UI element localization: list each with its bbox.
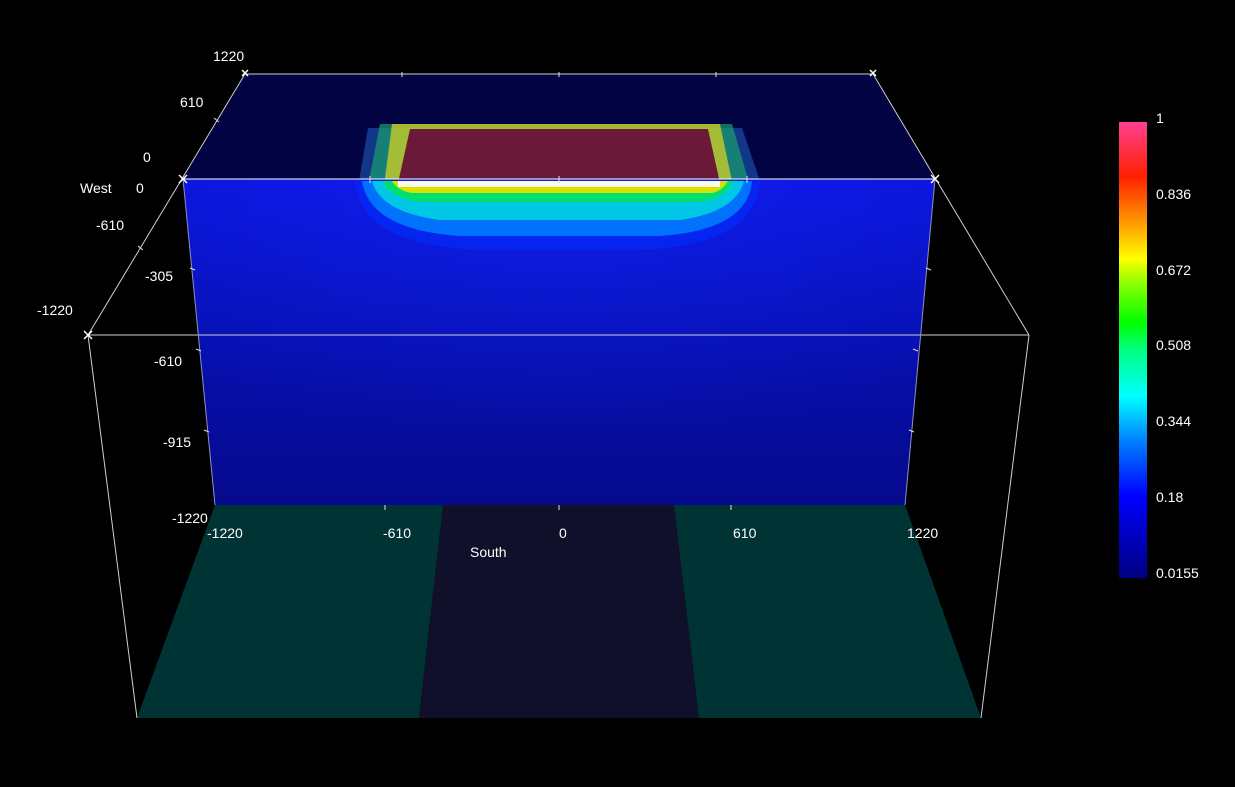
axis-depth-left — [87, 334, 138, 719]
floor-right-panel — [674, 505, 981, 718]
axis-box — [87, 73, 1030, 719]
west-tick-label-0-front: 0 — [136, 180, 144, 196]
floor-center-panel — [419, 505, 699, 718]
south-tick-label-0: 0 — [559, 525, 567, 541]
tick-marks — [137, 72, 932, 510]
plume — [355, 181, 760, 250]
colorbar-label-0344: 0.344 — [1156, 413, 1192, 429]
west-tick-label-neg610: -610 — [96, 217, 124, 233]
depth-tick-label-neg915: -915 — [163, 434, 191, 450]
hot-region — [358, 124, 762, 187]
colorbar-labels: 1 0.836 0.672 0.508 0.344 0.18 0.0155 — [1156, 0, 1235, 787]
depth-tick-label-neg1220: -1220 — [172, 510, 208, 526]
west-tick-label-1220: 1220 — [213, 48, 244, 64]
south-tick-label-1220: 1220 — [907, 525, 938, 541]
floor-left-panel — [137, 505, 443, 718]
colorbar-label-1: 1 — [1156, 110, 1164, 126]
south-axis-title: South — [470, 544, 507, 560]
axis-west-left-top — [87, 73, 246, 336]
depth-tick-label-neg610: -610 — [154, 353, 182, 369]
floor-plane — [137, 505, 981, 718]
south-tick-label-610: 610 — [733, 525, 757, 541]
hot-region-core — [398, 129, 720, 183]
west-tick-label-neg1220: -1220 — [37, 302, 73, 318]
colorbar-label-0508: 0.508 — [1156, 337, 1192, 353]
colorbar-label-018: 0.18 — [1156, 489, 1184, 505]
west-tick-label-610: 610 — [180, 94, 204, 110]
south-tick-label-neg610: -610 — [383, 525, 411, 541]
west-tick-label-0: 0 — [143, 149, 151, 165]
west-axis-title: West — [80, 180, 112, 196]
corner-markers — [83, 69, 940, 340]
colorbar — [1119, 122, 1147, 578]
colorbar-label-00155: 0.0155 — [1156, 565, 1199, 581]
colorbar-label-0836: 0.836 — [1156, 186, 1192, 202]
colorbar-label-0672: 0.672 — [1156, 262, 1192, 278]
south-tick-label-neg1220: -1220 — [207, 525, 243, 541]
depth-tick-label-neg305: -305 — [145, 268, 173, 284]
